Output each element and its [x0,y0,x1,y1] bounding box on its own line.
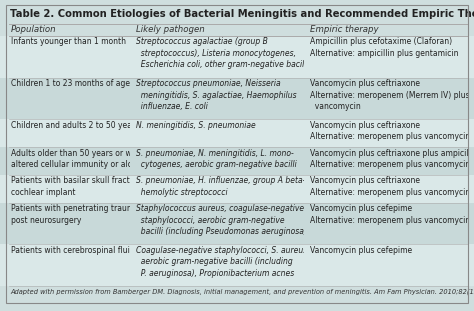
Text: Adapted with permission from Bamberger DM. Diagnosis, initial management, and pr: Adapted with permission from Bamberger D… [10,288,474,295]
Text: S. pneumoniae, N. meningitidis, L. mono-
  cytogenes, aerobic gram-negative baci: S. pneumoniae, N. meningitidis, L. mono-… [136,149,297,169]
Text: Patients with penetrating trauma or
post neurosurgery: Patients with penetrating trauma or post… [11,204,149,225]
Bar [0,5,474,24]
Bar [0,119,474,147]
Text: Vancomycin plus ceftriaxone
Alternative: meropenem plus vancomycin: Vancomycin plus ceftriaxone Alternative:… [310,176,470,197]
Text: N. meningitidis, S. pneumoniae: N. meningitidis, S. pneumoniae [136,121,255,130]
Text: Vancomycin plus cefepime
Alternative: meropenem plus vancomycin: Vancomycin plus cefepime Alternative: me… [310,204,470,225]
Text: Vancomycin plus ceftriaxone plus ampicillin
Alternative: meropenem plus vancomyc: Vancomycin plus ceftriaxone plus ampicil… [310,149,474,169]
Text: Staphylococcus aureus, coagulase-negative
  staphylococci, aerobic gram-negative: Staphylococcus aureus, coagulase-negativ… [136,204,307,236]
Bar [0,36,474,77]
Text: Adults older than 50 years or with
altered cellular immunity or alcoholism: Adults older than 50 years or with alter… [11,149,162,169]
Text: Streptococcus agalactiae (group B
  streptococcus), Listeria monocytogenes,
  Es: Streptococcus agalactiae (group B strept… [136,37,309,69]
Text: Vancomycin plus ceftriaxone
Alternative: meropenem plus vancomycin: Vancomycin plus ceftriaxone Alternative:… [310,121,470,141]
Bar [0,175,474,202]
Text: Patients with cerebrospinal fluid shunt: Patients with cerebrospinal fluid shunt [11,246,159,255]
Text: Patients with basilar skull fracture or
cochlear implant: Patients with basilar skull fracture or … [11,176,153,197]
Text: Streptococcus pneumoniae, Neisseria
  meningitidis, S. agalactiae, Haemophilus
 : Streptococcus pneumoniae, Neisseria meni… [136,79,297,111]
Bar [0,202,474,244]
Bar [0,24,474,36]
Bar [0,147,474,175]
Text: Table 2. Common Etiologies of Bacterial Meningitis and Recommended Empiric Thera: Table 2. Common Etiologies of Bacterial … [10,9,474,19]
Text: Vancomycin plus ceftriaxone
Alternative: meropenem (Merrem IV) plus
  vancomycin: Vancomycin plus ceftriaxone Alternative:… [310,79,469,111]
Text: Children 1 to 23 months of age: Children 1 to 23 months of age [11,79,130,88]
Text: Likely pathogen: Likely pathogen [136,26,205,35]
Text: Infants younger than 1 month: Infants younger than 1 month [11,37,126,46]
Text: Children and adults 2 to 50 years of age: Children and adults 2 to 50 years of age [11,121,165,130]
Text: Population: Population [11,26,56,35]
Text: S. pneumoniae, H. influenzae, group A beta-
  hemolytic streptococci: S. pneumoniae, H. influenzae, group A be… [136,176,305,197]
Text: Coagulase-negative staphylococci, S. aureus,
  aerobic gram-negative bacilli (in: Coagulase-negative staphylococci, S. aur… [136,246,310,278]
Bar [0,244,474,286]
Bar [0,77,474,119]
Text: Ampicillin plus cefotaxime (Claforan)
Alternative: ampicillin plus gentamicin: Ampicillin plus cefotaxime (Claforan) Al… [310,37,458,58]
Text: Empiric therapy: Empiric therapy [310,26,378,35]
Text: Vancomycin plus cefepime: Vancomycin plus cefepime [310,246,412,255]
